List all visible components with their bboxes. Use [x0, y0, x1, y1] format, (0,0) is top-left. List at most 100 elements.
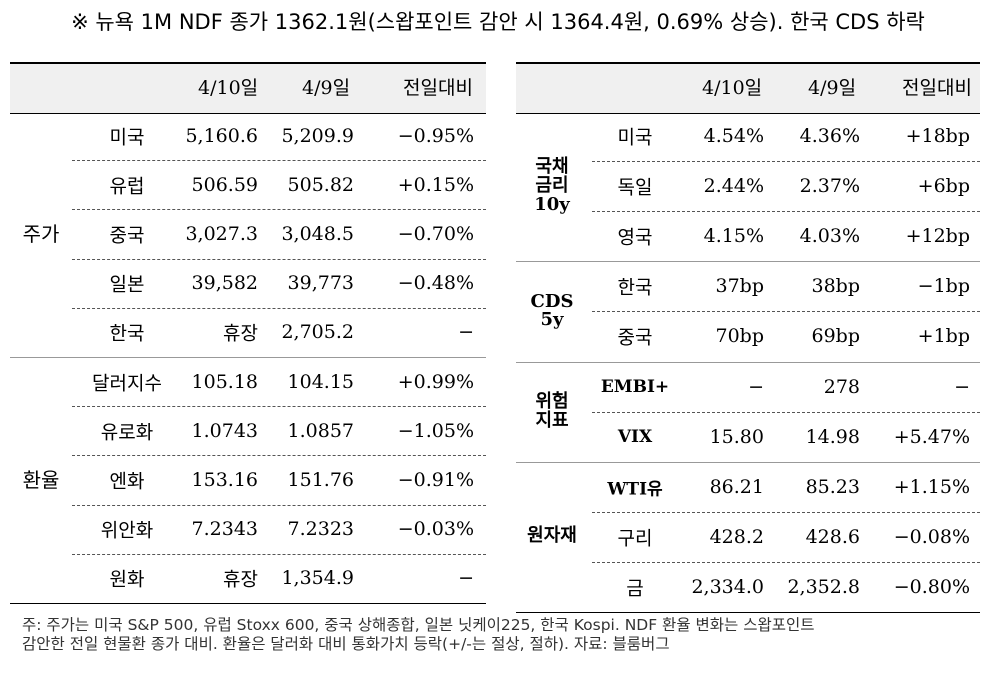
row-name: 미국	[617, 126, 653, 149]
row-name: 구리	[617, 527, 653, 550]
row-name: 한국	[617, 276, 653, 299]
value-change: −1.05%	[397, 419, 474, 442]
value-previous: 39,773	[287, 272, 354, 295]
row-name: 독일	[617, 176, 653, 199]
row-name: 달러지수	[92, 372, 162, 395]
group-label: 환율	[22, 467, 60, 492]
table-row: 구리 428.2 428.6 −0.08%	[592, 512, 980, 563]
value-previous: 38bp	[811, 275, 860, 298]
value-current: −	[748, 375, 764, 398]
value-current: 37bp	[715, 275, 764, 298]
table-row: 위안화 7.2343 7.2323 −0.03%	[72, 505, 486, 555]
table-row: 한국 37bp 38bp −1bp	[592, 261, 980, 313]
row-name: VIX	[617, 426, 653, 447]
value-current: 휴장	[223, 322, 258, 345]
row-name: 유로화	[100, 421, 154, 444]
group-label: 주가	[22, 221, 60, 246]
value-current: 3,027.3	[185, 222, 258, 245]
value-current: 4.15%	[703, 225, 764, 248]
left-table-header: 4/10일 4/9일 전일대비	[10, 62, 486, 114]
value-previous: 1,354.9	[281, 567, 354, 590]
value-change: +18bp	[905, 125, 970, 148]
value-current: 15.80	[709, 425, 764, 448]
header-date-1: 4/10일	[702, 77, 763, 99]
value-current: 153.16	[191, 468, 258, 491]
value-current: 70bp	[715, 325, 764, 348]
value-previous: 2.37%	[799, 175, 860, 198]
group-separator	[516, 361, 980, 363]
group-separator	[516, 461, 980, 463]
value-previous: 278	[823, 375, 860, 398]
value-previous: 69bp	[811, 325, 860, 348]
value-current: 휴장	[223, 568, 258, 591]
row-name: 유럽	[109, 175, 145, 198]
header-change: 전일대비	[403, 77, 473, 99]
row-name: 중국	[617, 326, 653, 349]
row-name: 영국	[617, 226, 653, 249]
value-current: 428.2	[709, 525, 764, 548]
value-change: −	[954, 375, 970, 398]
group-separator	[516, 261, 980, 263]
value-previous: 7.2323	[287, 518, 354, 541]
table-row: EMBI+ − 278 −	[592, 362, 980, 413]
value-change: −	[458, 567, 474, 590]
table-row: 영국 4.15% 4.03% +12bp	[592, 211, 980, 261]
footnote-line: 감안한 전일 현물환 종가 대비. 환율은 달러화 대비 통화가치 등락(+/-…	[22, 635, 670, 653]
value-change: +5.47%	[893, 425, 970, 448]
value-change: +1.15%	[893, 475, 970, 498]
value-change: −0.48%	[397, 272, 474, 295]
value-change: −1bp	[917, 275, 970, 298]
header-date-0: 4/9일	[808, 77, 857, 99]
value-current: 39,582	[191, 272, 258, 295]
value-current: 2.44%	[703, 175, 764, 198]
value-change: −0.08%	[893, 525, 970, 548]
value-previous: 428.6	[805, 525, 860, 548]
value-previous: 3,048.5	[281, 222, 354, 245]
table-row: 한국 휴장 2,705.2 −	[72, 308, 486, 357]
value-change: +0.15%	[397, 173, 474, 196]
value-previous: 4.36%	[799, 125, 860, 148]
value-current: 105.18	[191, 370, 258, 393]
value-previous: 14.98	[805, 425, 860, 448]
row-name: WTI유	[607, 479, 663, 500]
table-row: 독일 2.44% 2.37% +6bp	[592, 161, 980, 213]
table-row: 유로화 1.0743 1.0857 −1.05%	[72, 406, 486, 457]
group-label: CDS 5y	[530, 290, 574, 331]
group-label: 위험 지표	[535, 390, 569, 431]
header-date-1: 4/10일	[198, 77, 259, 99]
value-previous: 1.0857	[287, 419, 354, 442]
table-row: 중국 3,027.3 3,048.5 −0.70%	[72, 209, 486, 260]
right-table-header: 4/10일 4/9일 전일대비	[516, 62, 980, 114]
value-previous: 4.03%	[799, 225, 860, 248]
header-date-0: 4/9일	[302, 77, 351, 99]
value-change: −	[458, 321, 474, 344]
value-change: −0.03%	[397, 518, 474, 541]
value-previous: 2,705.2	[281, 321, 354, 344]
table-row: 미국 5,160.6 5,209.9 −0.95%	[72, 111, 486, 162]
table-row: 유럽 506.59 505.82 +0.15%	[72, 160, 486, 211]
value-change: +0.99%	[397, 370, 474, 393]
row-name: 금	[626, 577, 644, 600]
value-current: 2,334.0	[691, 575, 764, 598]
table-row: 중국 70bp 69bp +1bp	[592, 311, 980, 361]
table-row: VIX 15.80 14.98 +5.47%	[592, 412, 980, 462]
value-current: 7.2343	[191, 518, 258, 541]
value-change: −0.91%	[397, 468, 474, 491]
row-name: 일본	[109, 273, 145, 296]
table-row: 달러지수 105.18 104.15 +0.99%	[72, 357, 486, 408]
value-change: +1bp	[917, 325, 970, 348]
value-change: +6bp	[917, 175, 970, 198]
row-name: 엔화	[109, 470, 145, 493]
table-row: 엔화 153.16 151.76 −0.91%	[72, 455, 486, 506]
table-bottom-border	[516, 612, 980, 613]
value-previous: 85.23	[805, 475, 860, 498]
header-change: 전일대비	[902, 77, 972, 99]
value-current: 1.0743	[191, 419, 258, 442]
table-row: 일본 39,582 39,773 −0.48%	[72, 259, 486, 309]
group-separator	[10, 357, 486, 358]
right-market-table: 4/10일 4/9일 전일대비 국채 금리 10y 미국 4.54% 4.36% +18…	[516, 62, 980, 614]
value-change: −0.70%	[397, 222, 474, 245]
table-bottom-border	[10, 603, 486, 604]
value-change: +12bp	[905, 225, 970, 248]
row-name: 위안화	[100, 519, 154, 542]
